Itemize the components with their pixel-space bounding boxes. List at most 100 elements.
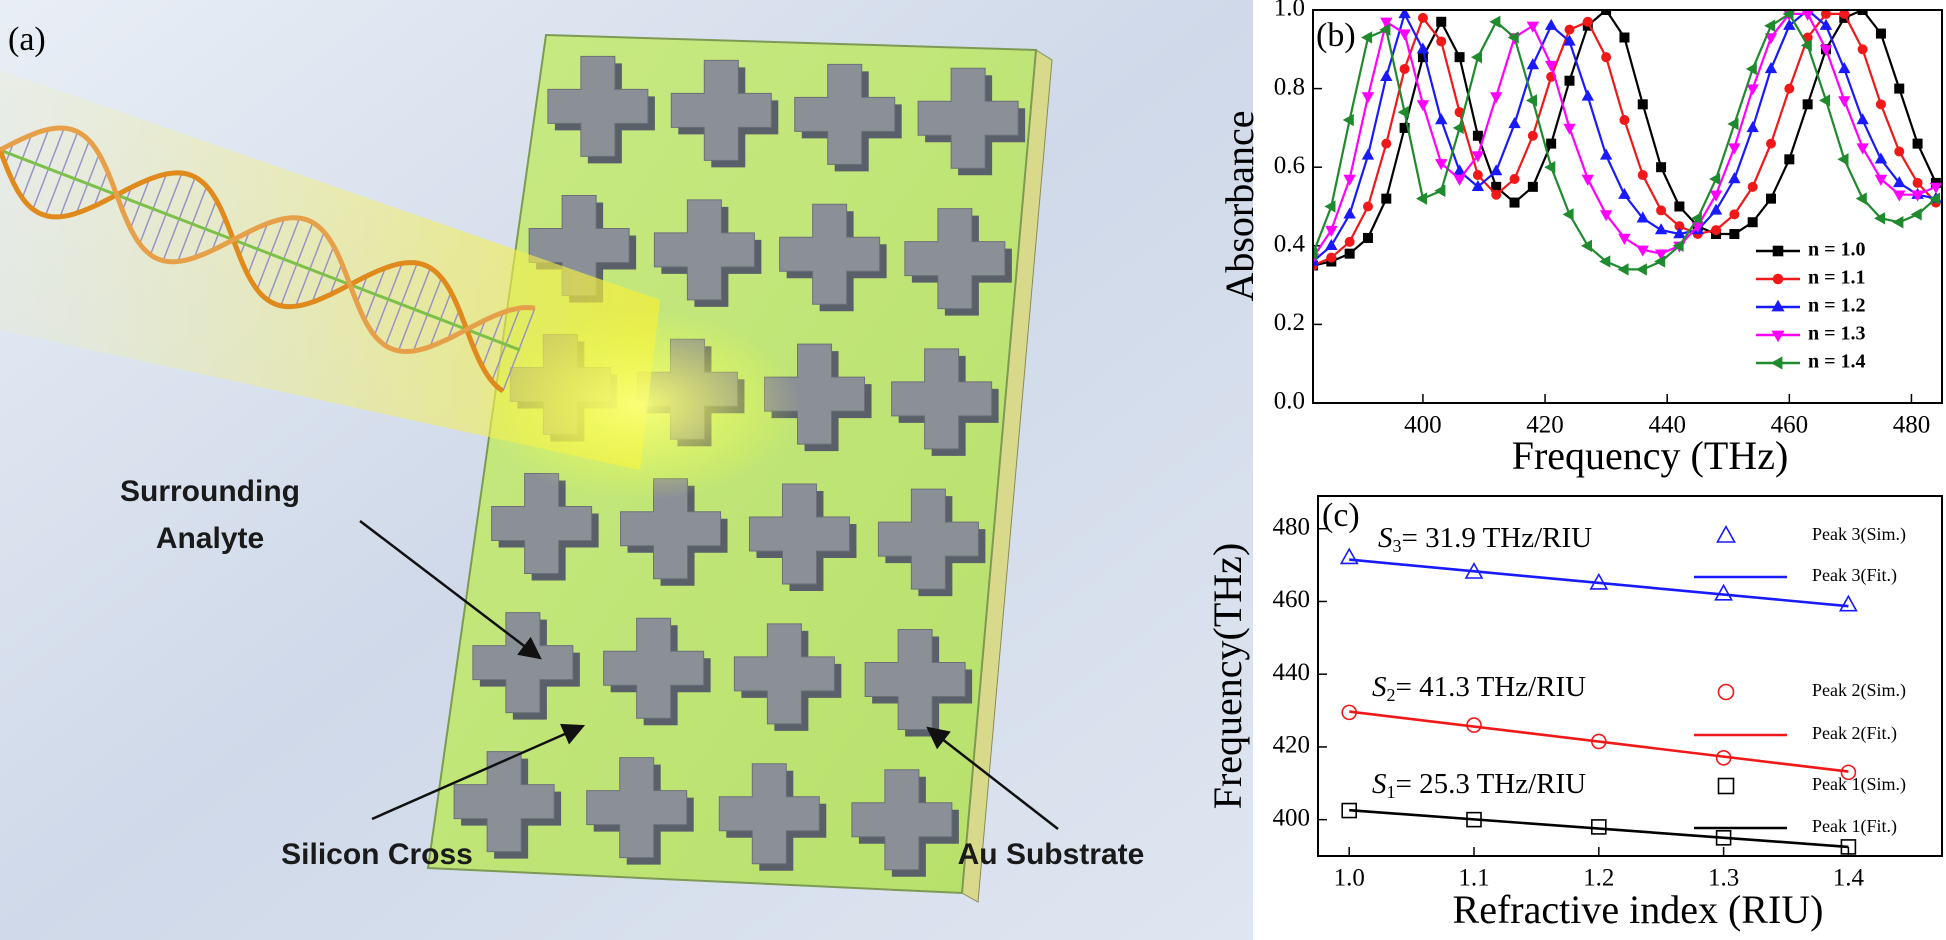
- marker: [1491, 189, 1502, 200]
- marker: [1527, 181, 1538, 192]
- marker: [1857, 10, 1868, 15]
- marker: [1581, 174, 1594, 186]
- panel-label: (a): [8, 21, 46, 58]
- marker: [1747, 217, 1758, 228]
- cross: [453, 751, 555, 853]
- marker: [1436, 16, 1447, 27]
- y-tick-label: 0.4: [1274, 231, 1306, 258]
- marker: [1601, 10, 1612, 15]
- panel-label: (c): [1322, 497, 1360, 534]
- marker: [1380, 17, 1393, 29]
- marker: [1582, 16, 1593, 27]
- legend-label: Peak 3(Sim.): [1812, 524, 1906, 545]
- arrow: [926, 726, 1059, 830]
- marker: [1435, 159, 1448, 171]
- annotation-symbol: S: [1372, 768, 1387, 800]
- x-axis-title: Frequency (THz): [1512, 433, 1789, 478]
- marker: [1636, 245, 1649, 257]
- annotation-subscript: 1: [1387, 782, 1396, 802]
- annotation: S3= 31.9 THz/RIU: [1378, 522, 1592, 556]
- x-tick-label: 1.4: [1833, 865, 1865, 892]
- marker: [1672, 239, 1684, 252]
- cross: [904, 208, 1006, 310]
- marker: [1416, 100, 1430, 112]
- marker: [1856, 143, 1869, 155]
- marker: [1784, 83, 1795, 94]
- marker: [1746, 84, 1759, 96]
- series-line: [1349, 710, 1849, 773]
- marker: [1397, 106, 1409, 119]
- panel-label: (b): [1316, 17, 1356, 54]
- marker: [1416, 192, 1428, 205]
- cross: [718, 763, 820, 865]
- legend-label: Peak 2(Sim.): [1812, 680, 1906, 701]
- marker: [1379, 23, 1391, 36]
- marker: [1784, 154, 1795, 165]
- marker: [1361, 92, 1375, 104]
- marker: [1819, 18, 1833, 30]
- plot-area: [1318, 496, 1942, 856]
- plot-frame: [1317, 495, 1943, 857]
- marker: [1599, 255, 1611, 268]
- marker: [1544, 60, 1558, 72]
- marker: [1416, 42, 1430, 54]
- x-tick-label: 400: [1404, 412, 1442, 439]
- marker: [1471, 151, 1485, 163]
- marker: [1912, 138, 1923, 149]
- marker: [1435, 113, 1448, 125]
- marker: [1728, 172, 1741, 184]
- legend-marker: [1716, 524, 1736, 543]
- marker: [1893, 190, 1906, 202]
- marker: [1875, 99, 1886, 110]
- marker: [1618, 233, 1631, 245]
- chart: 1.0 1.1 1.2 1.3 1.4 400 420 440 460 480 Peak 3(Sim…: [1205, 495, 1943, 932]
- marker: [1343, 174, 1356, 186]
- marker: [1509, 197, 1520, 208]
- marker: [1398, 10, 1411, 19]
- legend-label: n = 1.2: [1808, 295, 1866, 317]
- cross: [917, 67, 1019, 169]
- annotation-text: = 31.9 THz/RIU: [1402, 522, 1593, 554]
- marker: [1800, 39, 1812, 52]
- marker: [1637, 99, 1648, 110]
- marker: [1599, 148, 1613, 160]
- marker: [1399, 63, 1410, 74]
- marker: [1764, 33, 1778, 45]
- marker: [1544, 161, 1556, 174]
- marker: [1381, 138, 1392, 149]
- arrow: [359, 520, 542, 660]
- annotation-text: = 41.3 THz/RIU: [1396, 671, 1587, 703]
- marker: [1563, 34, 1576, 46]
- marker: [1729, 229, 1740, 240]
- legend-label: n = 1.3: [1808, 323, 1866, 345]
- marker: [1855, 192, 1867, 205]
- marker: [1619, 32, 1630, 43]
- cross: [748, 483, 850, 585]
- marker: [1527, 130, 1538, 141]
- legend-label: n = 1.4: [1808, 351, 1866, 373]
- marker: [1635, 263, 1647, 276]
- marker: [1727, 117, 1739, 131]
- marker: [1636, 211, 1649, 223]
- dna-axis: [0, 148, 521, 352]
- dna-strand: [0, 125, 536, 355]
- x-tick-label: 420: [1526, 412, 1564, 439]
- label: Au Substrate: [958, 838, 1145, 871]
- y-tick-label: 400: [1273, 804, 1311, 831]
- cross: [547, 55, 649, 157]
- cross: [851, 769, 953, 871]
- marker: [1674, 201, 1685, 212]
- marker: [1912, 177, 1923, 188]
- marker: [1840, 764, 1857, 781]
- marker: [1654, 223, 1668, 235]
- marker: [1489, 15, 1501, 28]
- series-line: [1349, 558, 1849, 608]
- cross: [794, 63, 896, 165]
- marker: [1874, 212, 1886, 225]
- marker: [1472, 170, 1483, 181]
- marker: [1361, 148, 1375, 160]
- marker: [1562, 208, 1574, 221]
- y-tick-label: 1.0: [1274, 0, 1305, 22]
- marker: [1893, 176, 1906, 188]
